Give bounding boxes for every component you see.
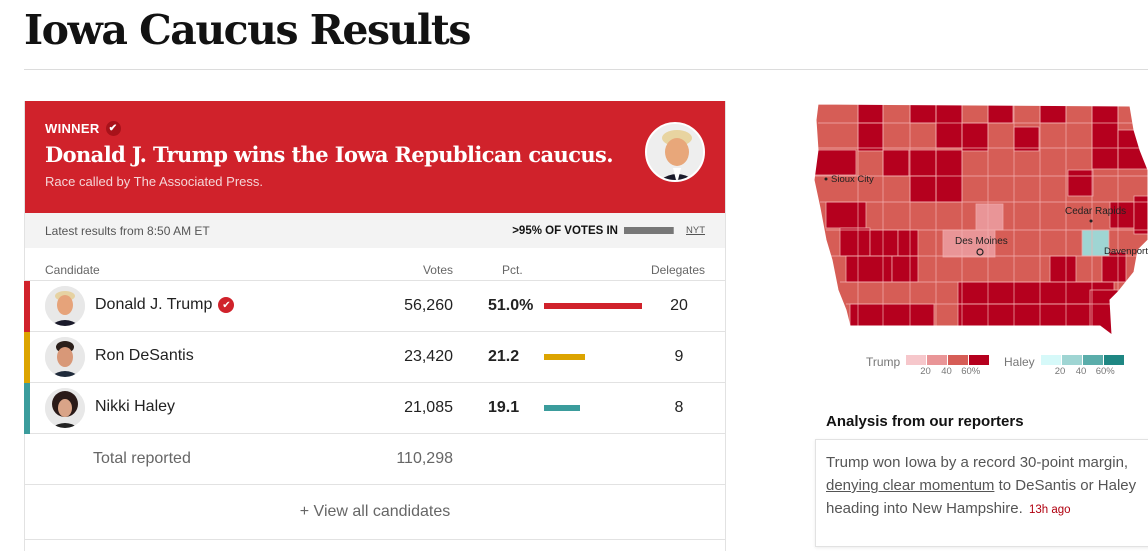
total-reported-value: 110,298: [396, 450, 453, 467]
total-reported-row: Total reported 110,298: [25, 434, 725, 485]
results-card: WINNER ✔ Donald J. Trump wins the Iowa R…: [24, 101, 726, 551]
avatar: [45, 286, 85, 326]
city-label-cedar-rapids: Cedar Rapids: [1065, 206, 1126, 217]
latest-results-time: Latest results from 8:50 AM ET: [45, 223, 210, 238]
table-row: Ron DeSantis 23,420 21.2 9: [24, 332, 725, 383]
iowa-county-map[interactable]: Sioux City Des Moines Cedar Rapids Daven…: [800, 90, 1148, 340]
race-called-text: Race called by The Associated Press.: [45, 174, 263, 189]
winner-label: WINNER ✔: [45, 121, 705, 136]
analysis-text-line-2: to DeSantis or Haley: [994, 477, 1137, 494]
header-votes: Votes: [422, 263, 453, 277]
candidate-color-accent: [24, 383, 30, 434]
check-icon: ✔: [105, 121, 121, 136]
total-reported-label: Total reported: [93, 450, 191, 467]
city-label-davenport: Davenport: [1104, 246, 1148, 257]
analysis-timestamp: 13h ago: [1028, 504, 1071, 516]
pct-bar: [544, 405, 580, 411]
analysis-section-title: Analysis from our reporters: [826, 413, 1024, 430]
winner-check-icon: ✔: [218, 297, 235, 313]
haley-legend: Haley 20 40 60%: [1004, 355, 1124, 377]
analysis-text-line-1: Trump won Iowa by a record 30-point marg…: [826, 454, 1129, 471]
candidate-name: Donald J. Trump ✔: [95, 296, 235, 314]
pct-bar: [544, 303, 642, 309]
analysis-link[interactable]: denying clear momentum: [826, 477, 995, 494]
candidate-name: Nikki Haley: [95, 398, 176, 415]
winner-banner: WINNER ✔ Donald J. Trump wins the Iowa R…: [25, 101, 725, 213]
header-pct: Pct.: [502, 263, 523, 277]
candidate-delegates: 9: [674, 348, 684, 365]
table-row: Nikki Haley 21,085 19.1 8: [24, 383, 725, 434]
candidate-pct: 51.0%: [488, 297, 534, 314]
candidate-delegates: 8: [674, 399, 684, 416]
legend-tick: 20: [920, 366, 931, 377]
city-label-sioux-city: Sioux City: [831, 174, 874, 185]
legend-tick: 60%: [961, 366, 981, 377]
candidate-votes: 56,260: [404, 297, 453, 314]
city-label-des-moines: Des Moines: [955, 236, 1008, 247]
avatar: [45, 388, 85, 428]
winner-label-text: WINNER: [45, 121, 100, 136]
votes-in-indicator: >95% OF VOTES IN NYT: [512, 225, 705, 237]
candidate-color-accent: [24, 281, 30, 332]
results-status-bar: Latest results from 8:50 AM ET >95% OF V…: [25, 213, 725, 248]
candidate-name: Ron DeSantis: [95, 347, 194, 364]
page-title: Iowa Caucus Results: [24, 6, 471, 54]
votes-in-progress-bar: [624, 227, 674, 234]
candidate-votes: 23,420: [404, 348, 453, 365]
legend-tick: 20: [1054, 366, 1066, 377]
candidate-pct: 19.1: [488, 399, 520, 416]
haley-legend-label: Haley: [1004, 355, 1035, 369]
winner-photo: [645, 122, 705, 182]
candidate-color-accent: [24, 332, 30, 383]
avatar: [45, 337, 85, 377]
nyt-source-link[interactable]: NYT: [686, 225, 705, 236]
candidate-name-text: Donald J. Trump: [95, 296, 213, 313]
candidate-delegates: 20: [670, 297, 688, 314]
header-delegates: Delegates: [650, 263, 705, 277]
haley-legend-swatches: [1040, 355, 1124, 365]
header-candidate: Candidate: [45, 263, 100, 277]
title-divider: [24, 69, 1148, 70]
legend-tick: 40: [1075, 366, 1087, 377]
candidate-votes: 21,085: [404, 399, 453, 416]
pct-bar: [544, 354, 585, 360]
legend-tick: 40: [941, 366, 952, 377]
legend-tick: 60%: [1095, 366, 1115, 377]
analysis-card: Trump won Iowa by a record 30-point marg…: [815, 439, 1148, 547]
table-row: Donald J. Trump ✔ 56,260 51.0% 20: [24, 281, 725, 332]
analysis-text-line-3: heading into New Hampshire.: [826, 500, 1023, 517]
trump-legend: Trump 20 40 60%: [866, 355, 990, 377]
results-table-header: Candidate Votes Pct. Delegates: [25, 248, 725, 281]
candidate-pct: 21.2: [488, 348, 520, 365]
votes-in-text: >95% OF VOTES IN: [512, 224, 618, 237]
view-all-candidates-button[interactable]: + View all candidates: [25, 485, 725, 540]
winner-headline: Donald J. Trump wins the Iowa Republican…: [45, 142, 614, 167]
trump-legend-swatches: [906, 355, 990, 365]
trump-legend-label: Trump: [866, 355, 901, 369]
